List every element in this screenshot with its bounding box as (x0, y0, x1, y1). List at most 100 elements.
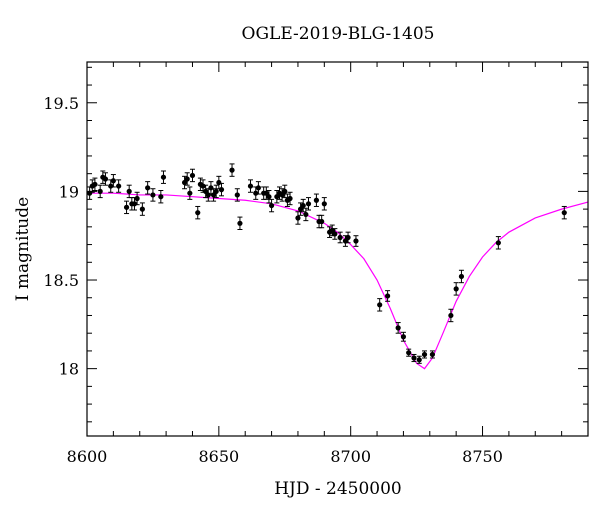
data-marker (126, 188, 132, 194)
data-marker (218, 187, 225, 193)
x-tick-label: 8650 (198, 447, 239, 466)
data-marker (123, 204, 130, 210)
data-marker (303, 211, 309, 218)
data-marker (205, 192, 211, 198)
data-marker (400, 334, 407, 340)
data-point (345, 231, 351, 244)
data-point (321, 197, 327, 211)
data-point (337, 231, 343, 244)
data-point (208, 181, 214, 195)
data-marker (203, 188, 209, 194)
data-point (92, 177, 98, 192)
data-point (411, 353, 417, 363)
data-point (134, 191, 140, 206)
data-point (87, 186, 93, 200)
data-marker (187, 190, 193, 196)
y-tick-label: 19.5 (43, 94, 79, 113)
data-marker (189, 172, 196, 179)
data-point (210, 188, 217, 202)
x-tick-label: 8700 (330, 447, 371, 466)
data-point (332, 228, 338, 240)
data-point (274, 190, 280, 204)
data-marker (297, 206, 304, 212)
data-marker (313, 197, 320, 203)
data-point (216, 175, 222, 190)
data-point (266, 190, 272, 204)
data-point (287, 191, 293, 206)
data-marker (421, 351, 428, 358)
data-marker (395, 325, 401, 331)
data-point (406, 348, 412, 357)
data-point (268, 198, 275, 213)
data-marker (184, 176, 190, 182)
y-tick-label: 19 (59, 182, 79, 201)
data-marker (108, 183, 114, 189)
tick-layer: 8600 8650 8700 8750 18 18.5 19 19.5 (43, 62, 589, 466)
data-marker (263, 190, 269, 196)
data-marker (345, 234, 351, 241)
data-marker (274, 194, 280, 200)
data-point (385, 290, 391, 302)
data-marker (321, 201, 327, 207)
data-point (237, 216, 243, 231)
data-point (458, 269, 465, 284)
data-marker (353, 238, 359, 244)
data-marker (255, 185, 261, 191)
data-point (429, 350, 436, 359)
data-marker (195, 210, 201, 216)
data-marker (210, 192, 217, 198)
data-point (295, 211, 301, 225)
data-marker (385, 293, 391, 299)
data-point (400, 331, 407, 342)
data-marker (116, 183, 122, 189)
data-marker (139, 206, 145, 212)
data-point (395, 322, 401, 334)
data-marker (300, 202, 306, 209)
data-point (303, 207, 309, 222)
data-marker (305, 201, 312, 207)
data-point (213, 184, 219, 199)
data-point (561, 205, 567, 220)
data-marker (181, 179, 188, 186)
data-point (319, 214, 325, 229)
data-marker (229, 167, 235, 173)
data-marker (234, 192, 240, 198)
data-point (126, 184, 132, 199)
data-point (229, 163, 235, 177)
data-point (116, 179, 122, 193)
data-point (421, 350, 428, 359)
data-marker (131, 201, 138, 207)
chart-title: OGLE-2019-BLG-1405 (242, 24, 435, 44)
data-marker (448, 312, 454, 319)
data-marker (279, 192, 285, 198)
data-point (495, 236, 501, 250)
data-marker (458, 273, 465, 280)
data-marker (158, 194, 164, 200)
data-marker (416, 357, 422, 363)
data-point (203, 184, 209, 199)
data-marker (282, 188, 288, 194)
data-point (255, 181, 261, 195)
data-marker (495, 240, 501, 246)
data-point (353, 235, 359, 247)
data-point (300, 198, 306, 213)
data-point (416, 355, 422, 364)
data-marker (406, 350, 412, 356)
data-marker (237, 220, 243, 226)
data-marker (216, 179, 222, 186)
data-marker (377, 302, 383, 308)
data-point (97, 184, 103, 199)
data-marker (134, 195, 140, 202)
x-tick-label: 8600 (67, 447, 108, 466)
data-point (145, 181, 151, 195)
plot-frame (86, 61, 589, 437)
y-axis-label: I magnitude (13, 197, 33, 301)
x-axis-label: HJD - 2450000 (274, 479, 402, 499)
data-marker (561, 210, 567, 216)
data-point (218, 182, 225, 197)
data-point (102, 172, 109, 186)
data-marker (247, 183, 254, 189)
y-tick-label: 18 (59, 360, 79, 379)
data-marker (337, 234, 343, 241)
